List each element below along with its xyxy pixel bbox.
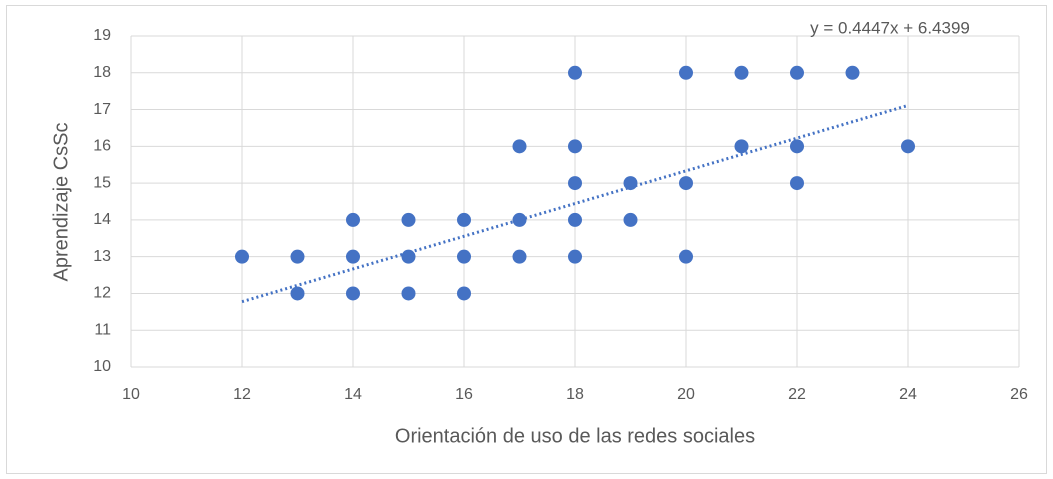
point bbox=[512, 212, 527, 227]
point bbox=[623, 176, 638, 191]
point bbox=[457, 286, 471, 301]
trendline bbox=[241, 103, 909, 304]
x-tick-label: 16 bbox=[455, 386, 473, 403]
x-axis-label: Orientación de uso de las redes sociales bbox=[395, 425, 755, 447]
point bbox=[679, 176, 693, 191]
x-tick-label: 10 bbox=[122, 386, 140, 403]
point bbox=[457, 212, 471, 227]
x-tick-label: 24 bbox=[899, 386, 917, 403]
x-tick-label: 20 bbox=[677, 386, 695, 403]
point bbox=[790, 139, 804, 154]
point bbox=[679, 65, 693, 80]
point bbox=[290, 286, 305, 301]
point bbox=[346, 249, 360, 264]
point bbox=[235, 249, 249, 264]
y-tick-label: 15 bbox=[93, 174, 111, 191]
point bbox=[901, 139, 915, 154]
point bbox=[568, 176, 582, 191]
x-tick-label: 14 bbox=[344, 386, 362, 403]
y-axis-label: Aprendizaje CsSc bbox=[50, 123, 72, 282]
point bbox=[790, 65, 804, 80]
point bbox=[568, 139, 582, 154]
point bbox=[568, 65, 582, 80]
point bbox=[790, 176, 804, 191]
point bbox=[457, 249, 471, 264]
trendline-equation: y = 0.4447x + 6.4399 bbox=[810, 18, 970, 37]
point bbox=[346, 212, 360, 227]
point bbox=[512, 139, 527, 154]
y-tick-label: 16 bbox=[93, 138, 111, 155]
y-tick-label: 10 bbox=[93, 358, 111, 375]
y-tick-label: 13 bbox=[93, 248, 111, 265]
point bbox=[401, 249, 416, 264]
point bbox=[401, 212, 416, 227]
point bbox=[512, 249, 527, 264]
y-tick-label: 14 bbox=[93, 211, 111, 228]
point bbox=[346, 286, 360, 301]
point bbox=[568, 212, 582, 227]
y-tick-label: 17 bbox=[93, 101, 111, 118]
x-tick-label: 26 bbox=[1010, 386, 1028, 403]
point bbox=[623, 212, 638, 227]
point bbox=[290, 249, 305, 264]
point bbox=[734, 65, 749, 80]
chart-border bbox=[6, 5, 1047, 474]
x-tick-label: 22 bbox=[788, 386, 806, 403]
y-tick-label: 18 bbox=[93, 64, 111, 81]
y-tick-label: 19 bbox=[93, 27, 111, 44]
x-tick-label: 18 bbox=[566, 386, 584, 403]
point bbox=[845, 65, 860, 80]
y-tick-label: 11 bbox=[94, 321, 111, 338]
y-tick-label: 12 bbox=[93, 285, 111, 302]
point bbox=[734, 139, 749, 154]
point bbox=[401, 286, 416, 301]
point bbox=[568, 249, 582, 264]
point bbox=[679, 249, 693, 264]
x-tick-label: 12 bbox=[233, 386, 251, 403]
